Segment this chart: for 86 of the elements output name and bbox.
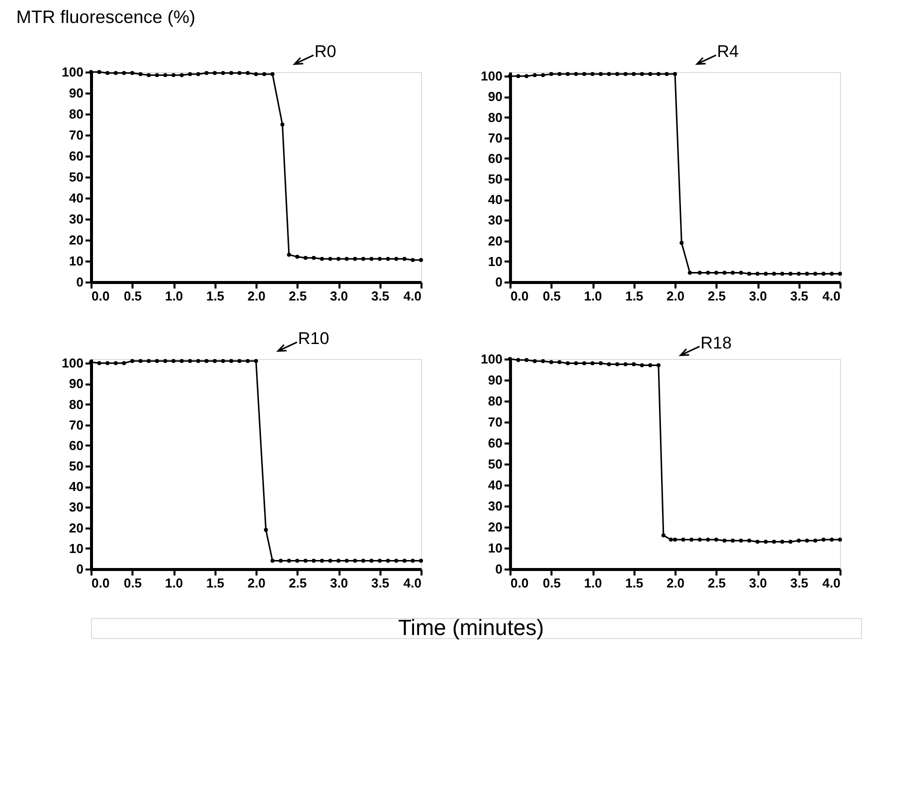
y-tick-label: 20 [488,233,502,248]
y-tick-label: 20 [488,520,502,534]
x-tick-label: 0.5 [124,288,142,304]
x-tick-label: 3.5 [371,288,390,304]
y-tick-label: 70 [488,414,502,430]
y-tick-label: 60 [69,148,84,164]
y-tick-label: 0 [495,274,502,290]
y-tick-label: 30 [69,212,84,226]
x-tick-label: 2.0 [247,576,266,590]
y-tick-label: 90 [488,89,502,104]
y-tick-label: 70 [488,130,502,146]
y-tick-label: 0 [76,274,84,290]
annotation: R10 [298,329,330,348]
x-tick-label: 4.0 [822,288,840,304]
x-tick-label: 3.0 [748,576,768,590]
x-tick-label: 4.0 [403,576,422,590]
y-tick-label: 70 [69,128,84,142]
y-tick-label: 40 [488,478,502,492]
x-tick-label: 3.0 [330,576,348,590]
y-axis-title: MTR fluorescence (%) [16,7,196,28]
y-tick-label: 100 [480,68,502,84]
x-tick-label: 2.5 [288,576,307,590]
y-tick-label: 90 [69,376,84,392]
y-tick-label: 50 [69,170,84,184]
y-tick-label: 50 [488,172,502,187]
x-tick-label: 1.5 [206,576,224,590]
y-tick-label: 80 [488,394,502,408]
x-tick-label: 1.0 [584,288,602,304]
x-tick-label: 1.5 [625,288,644,304]
y-tick-label: 100 [62,356,84,371]
x-tick-label: 0.0 [510,576,529,590]
y-tick-label: 80 [488,110,502,125]
y-tick-label: 0 [495,562,502,576]
annotation: R4 [717,42,739,62]
x-tick-label: 1.0 [584,576,602,590]
y-tick-label: 30 [488,212,502,228]
x-tick-label: 0.0 [510,288,529,304]
y-tick-label: 50 [488,456,502,472]
x-tick-label: 1.0 [164,288,184,304]
x-tick-label: 2.0 [666,288,685,304]
y-tick-label: 30 [69,500,84,515]
x-tick-label: 0.0 [92,288,110,304]
y-tick-label: 60 [488,436,502,450]
annotation: R0 [314,42,336,62]
x-axis-title: Time (minutes) [398,615,544,640]
x-tick-label: 2.5 [288,288,307,304]
x-tick-label: 3.5 [371,576,390,590]
y-tick-label: 0 [76,562,84,576]
y-tick-label: 60 [69,438,84,453]
x-tick-label: 1.5 [625,576,644,590]
y-tick-label: 10 [488,540,502,556]
y-tick-label: 20 [69,520,84,536]
y-tick-label: 80 [69,106,84,122]
y-tick-label: 30 [488,498,502,514]
x-tick-label: 0.5 [124,576,142,590]
y-tick-label: 10 [69,540,84,556]
y-tick-label: 100 [62,64,84,80]
y-tick-label: 40 [488,192,502,208]
x-tick-label: 3.0 [748,288,768,304]
x-tick-label: 2.5 [708,576,726,590]
annotation: R18 [700,333,732,352]
x-tick-label: 4.0 [822,576,840,590]
y-tick-label: 20 [69,232,84,248]
y-tick-label: 100 [480,352,502,366]
y-tick-label: 10 [488,254,502,269]
y-tick-label: 40 [69,190,84,206]
y-tick-label: 80 [69,396,84,412]
x-tick-label: 0.5 [542,288,561,304]
y-tick-label: 10 [69,254,84,268]
y-tick-label: 70 [69,417,84,432]
x-tick-label: 0.5 [542,576,561,590]
x-tick-label: 2.5 [708,288,726,304]
y-tick-label: 90 [69,86,84,100]
x-tick-label: 1.5 [206,288,224,304]
x-tick-label: 4.0 [403,288,422,304]
y-tick-label: 50 [69,458,84,474]
x-tick-label: 3.5 [790,288,808,304]
y-tick-label: 90 [488,372,502,388]
x-tick-label: 2.0 [666,576,685,590]
y-tick-label: 40 [69,479,84,494]
y-tick-label: 60 [488,150,502,166]
x-tick-label: 2.0 [247,288,266,304]
x-tick-label: 3.0 [330,288,348,304]
x-tick-label: 3.5 [790,576,808,590]
x-tick-label: 1.0 [164,576,184,590]
x-tick-label: 0.0 [92,576,110,590]
